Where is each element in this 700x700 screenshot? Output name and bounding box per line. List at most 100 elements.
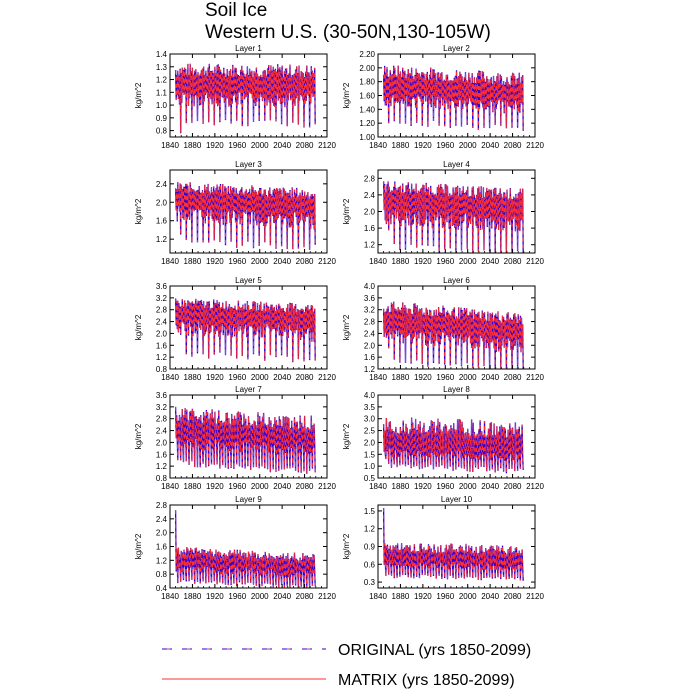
x-tick-label: 1960 bbox=[228, 482, 246, 491]
x-tick-label: 1920 bbox=[206, 592, 224, 601]
y-tick-label: 3.6 bbox=[364, 294, 376, 303]
y-tick-label: 1.2 bbox=[156, 556, 168, 565]
x-tick-label: 1920 bbox=[206, 141, 224, 150]
y-tick-label: 0.9 bbox=[156, 114, 168, 123]
x-tick-label: 2080 bbox=[296, 257, 314, 266]
y-axis-label: kg/m^2 bbox=[134, 423, 143, 449]
y-tick-label: 1.80 bbox=[359, 78, 375, 87]
panel-title: Layer 2 bbox=[443, 44, 470, 53]
y-tick-label: 1.60 bbox=[359, 92, 375, 101]
x-tick-label: 2040 bbox=[273, 373, 291, 382]
y-tick-label: 1.4 bbox=[156, 50, 168, 59]
series-matrix bbox=[383, 65, 524, 131]
x-tick-label: 1920 bbox=[206, 257, 224, 266]
series-matrix bbox=[383, 507, 524, 581]
panel-title: Layer 10 bbox=[441, 495, 473, 504]
y-tick-label: 0.3 bbox=[364, 578, 376, 587]
x-tick-label: 1960 bbox=[436, 257, 454, 266]
series-matrix bbox=[175, 510, 316, 589]
series-matrix bbox=[383, 417, 524, 474]
x-tick-label: 1880 bbox=[392, 373, 410, 382]
x-tick-label: 2120 bbox=[526, 592, 544, 601]
panel-layer-9: Layer 9 kg/m^2 1840 1880 1920 1960 2000 2040 208… bbox=[134, 495, 336, 601]
x-tick-label: 1840 bbox=[161, 592, 179, 601]
y-tick-label: 1.6 bbox=[156, 543, 168, 552]
y-tick-label: 1.2 bbox=[364, 241, 376, 250]
x-tick-label: 2040 bbox=[273, 482, 291, 491]
y-tick-label: 1.5 bbox=[364, 507, 376, 516]
x-tick-label: 2080 bbox=[504, 592, 522, 601]
y-tick-label: 1.5 bbox=[364, 450, 376, 459]
y-tick-label: 2.8 bbox=[156, 415, 168, 424]
y-tick-label: 1.2 bbox=[364, 525, 376, 534]
figure-title: Soil Ice Western U.S. (30-50N,130-105W) bbox=[205, 0, 491, 44]
x-tick-label: 1840 bbox=[161, 257, 179, 266]
x-tick-label: 2080 bbox=[504, 482, 522, 491]
y-tick-label: 1.00 bbox=[359, 133, 375, 142]
x-tick-label: 1880 bbox=[392, 141, 410, 150]
y-tick-label: 3.2 bbox=[156, 294, 168, 303]
y-tick-label: 0.9 bbox=[364, 543, 376, 552]
x-tick-label: 1960 bbox=[436, 592, 454, 601]
x-tick-label: 2000 bbox=[251, 482, 269, 491]
y-tick-label: 2.0 bbox=[364, 208, 376, 217]
y-tick-label: 2.0 bbox=[364, 341, 376, 350]
x-tick-label: 1920 bbox=[414, 373, 432, 382]
panel-layer-4: Layer 4 kg/m^2 1840 1880 1920 1960 2000 2040 208… bbox=[342, 160, 544, 266]
y-tick-label: 2.00 bbox=[359, 64, 375, 73]
x-tick-label: 2000 bbox=[251, 257, 269, 266]
x-tick-label: 1840 bbox=[369, 373, 387, 382]
series-matrix bbox=[175, 182, 316, 250]
y-tick-label: 3.0 bbox=[364, 415, 376, 424]
series-matrix bbox=[175, 63, 316, 134]
y-tick-label: 0.8 bbox=[156, 570, 168, 579]
y-tick-label: 1.3 bbox=[156, 63, 168, 72]
x-tick-label: 2040 bbox=[481, 373, 499, 382]
y-tick-label: 1.6 bbox=[156, 217, 168, 226]
x-tick-label: 1840 bbox=[161, 482, 179, 491]
x-tick-label: 2120 bbox=[318, 482, 336, 491]
x-tick-label: 1920 bbox=[414, 257, 432, 266]
x-tick-label: 2040 bbox=[273, 141, 291, 150]
x-tick-label: 2120 bbox=[526, 482, 544, 491]
y-tick-label: 2.4 bbox=[156, 318, 168, 327]
x-tick-label: 1840 bbox=[369, 592, 387, 601]
x-tick-label: 2120 bbox=[526, 141, 544, 150]
y-tick-label: 1.40 bbox=[359, 105, 375, 114]
x-tick-label: 1960 bbox=[228, 373, 246, 382]
title-line-1: Soil Ice bbox=[205, 0, 268, 21]
y-tick-label: 1.2 bbox=[156, 235, 168, 244]
x-tick-label: 2120 bbox=[318, 373, 336, 382]
y-tick-label: 2.0 bbox=[156, 198, 168, 207]
x-tick-label: 2040 bbox=[273, 592, 291, 601]
x-tick-label: 1920 bbox=[414, 141, 432, 150]
y-axis-label: kg/m^2 bbox=[342, 82, 351, 108]
panel-title: Layer 4 bbox=[443, 160, 470, 169]
panel-title: Layer 6 bbox=[443, 276, 470, 285]
y-tick-label: 3.2 bbox=[156, 403, 168, 412]
x-tick-label: 2040 bbox=[481, 141, 499, 150]
y-tick-label: 1.6 bbox=[364, 224, 376, 233]
x-tick-label: 2080 bbox=[504, 373, 522, 382]
panel-title: Layer 7 bbox=[235, 385, 262, 394]
y-tick-label: 1.20 bbox=[359, 119, 375, 128]
y-axis-label: kg/m^2 bbox=[134, 82, 143, 108]
x-tick-label: 1960 bbox=[436, 141, 454, 150]
x-tick-label: 2080 bbox=[296, 373, 314, 382]
y-tick-label: 1.2 bbox=[156, 76, 168, 85]
y-tick-label: 0.8 bbox=[156, 127, 168, 136]
x-tick-label: 1840 bbox=[161, 141, 179, 150]
panel-layer-6: Layer 6 kg/m^2 1840 1880 1920 1960 2000 2040 208… bbox=[342, 276, 544, 382]
y-tick-label: 2.4 bbox=[364, 191, 376, 200]
x-tick-label: 1880 bbox=[184, 482, 202, 491]
y-tick-label: 2.5 bbox=[364, 427, 376, 436]
panel-title: Layer 9 bbox=[235, 495, 262, 504]
panel-layer-1: Layer 1 kg/m^2 1840 1880 1920 1960 2000 2040 208… bbox=[134, 44, 336, 150]
x-tick-label: 1960 bbox=[436, 373, 454, 382]
panel-title: Layer 3 bbox=[235, 160, 262, 169]
y-tick-label: 0.8 bbox=[156, 365, 168, 374]
title-line-2: Western U.S. (30-50N,130-105W) bbox=[205, 22, 491, 43]
x-tick-label: 2080 bbox=[296, 482, 314, 491]
panel-title: Layer 5 bbox=[235, 276, 262, 285]
y-axis-label: kg/m^2 bbox=[342, 533, 351, 559]
